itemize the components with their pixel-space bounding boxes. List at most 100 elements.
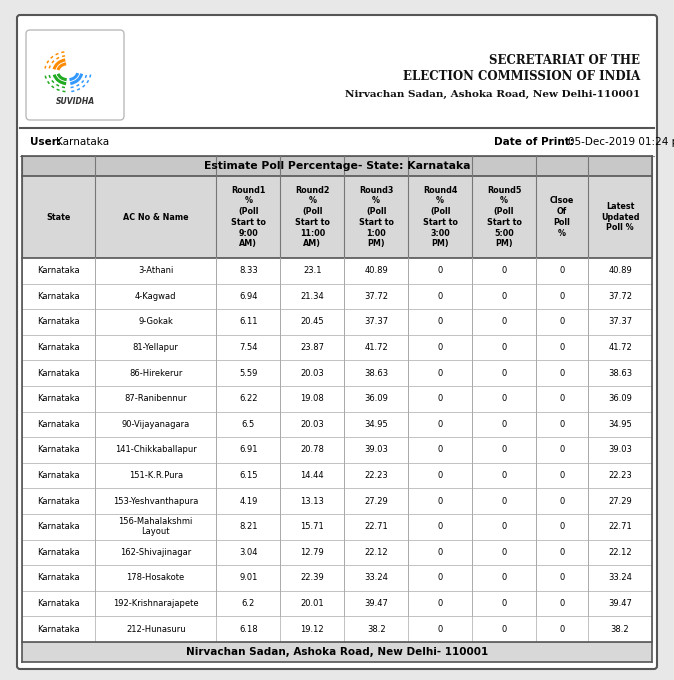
Text: 22.39: 22.39 xyxy=(301,573,324,583)
Text: 212-Hunasuru: 212-Hunasuru xyxy=(126,625,185,634)
Text: 0: 0 xyxy=(559,548,565,557)
Bar xyxy=(22,386,652,411)
Text: 0: 0 xyxy=(559,445,565,454)
Text: Karnataka: Karnataka xyxy=(37,369,80,377)
Text: Karnataka: Karnataka xyxy=(37,292,80,301)
Text: 0: 0 xyxy=(559,625,565,634)
Text: 23.87: 23.87 xyxy=(301,343,324,352)
Text: 0: 0 xyxy=(501,445,507,454)
Text: 0: 0 xyxy=(437,522,443,531)
Text: Karnataka: Karnataka xyxy=(37,394,80,403)
Text: Round5
%
(Poll
Start to
5:00
PM): Round5 % (Poll Start to 5:00 PM) xyxy=(487,186,522,248)
Text: 37.37: 37.37 xyxy=(608,318,632,326)
Text: 0: 0 xyxy=(559,267,565,275)
Text: User:: User: xyxy=(30,137,61,147)
Bar xyxy=(22,437,652,463)
Text: 0: 0 xyxy=(437,318,443,326)
Text: 22.71: 22.71 xyxy=(608,522,632,531)
Text: 37.72: 37.72 xyxy=(608,292,632,301)
Bar xyxy=(22,642,652,662)
Text: 0: 0 xyxy=(501,343,507,352)
Bar xyxy=(22,360,652,386)
Text: 6.11: 6.11 xyxy=(239,318,257,326)
Bar xyxy=(22,488,652,514)
Bar xyxy=(22,540,652,565)
Text: 22.23: 22.23 xyxy=(365,471,388,480)
Bar xyxy=(22,156,652,176)
Text: Karnataka: Karnataka xyxy=(37,471,80,480)
Text: 0: 0 xyxy=(501,318,507,326)
Text: 0: 0 xyxy=(559,369,565,377)
Text: 15.71: 15.71 xyxy=(301,522,324,531)
Text: 4.19: 4.19 xyxy=(239,496,257,506)
Text: 39.47: 39.47 xyxy=(365,599,388,608)
Text: 178-Hosakote: 178-Hosakote xyxy=(127,573,185,583)
Text: 22.71: 22.71 xyxy=(365,522,388,531)
Text: 39.47: 39.47 xyxy=(608,599,632,608)
Text: 19.12: 19.12 xyxy=(301,625,324,634)
Bar xyxy=(22,309,652,335)
Bar xyxy=(22,411,652,437)
Text: 20.45: 20.45 xyxy=(301,318,324,326)
Text: 19.08: 19.08 xyxy=(301,394,324,403)
Text: 4-Kagwad: 4-Kagwad xyxy=(135,292,177,301)
Text: 27.29: 27.29 xyxy=(608,496,632,506)
Text: 0: 0 xyxy=(501,625,507,634)
Text: Round2
%
(Poll
Start to
11:00
AM): Round2 % (Poll Start to 11:00 AM) xyxy=(295,186,330,248)
Text: 22.12: 22.12 xyxy=(608,548,632,557)
Text: Karnataka: Karnataka xyxy=(37,318,80,326)
Text: 7.54: 7.54 xyxy=(239,343,257,352)
Text: 0: 0 xyxy=(437,573,443,583)
Text: 0: 0 xyxy=(559,343,565,352)
Text: 0: 0 xyxy=(437,369,443,377)
Text: 6.18: 6.18 xyxy=(239,625,257,634)
Text: 5.59: 5.59 xyxy=(239,369,257,377)
Bar xyxy=(22,335,652,360)
Text: Latest
Updated
Poll %: Latest Updated Poll % xyxy=(601,202,640,233)
Text: 141-Chikkaballapur: 141-Chikkaballapur xyxy=(115,445,197,454)
Text: 151-K.R.Pura: 151-K.R.Pura xyxy=(129,471,183,480)
Text: 34.95: 34.95 xyxy=(365,420,388,429)
Bar xyxy=(22,591,652,616)
Text: Nirvachan Sadan, Ashoka Road, New Delhi-110001: Nirvachan Sadan, Ashoka Road, New Delhi-… xyxy=(344,90,640,99)
Text: 9-Gokak: 9-Gokak xyxy=(138,318,173,326)
Text: 40.89: 40.89 xyxy=(608,267,632,275)
Text: 9.01: 9.01 xyxy=(239,573,257,583)
Text: 38.63: 38.63 xyxy=(608,369,632,377)
Text: 34.95: 34.95 xyxy=(608,420,632,429)
Text: 37.37: 37.37 xyxy=(364,318,388,326)
Text: 6.91: 6.91 xyxy=(239,445,257,454)
Text: 21.34: 21.34 xyxy=(301,292,324,301)
Text: 38.63: 38.63 xyxy=(364,369,388,377)
Bar xyxy=(22,284,652,309)
Text: 0: 0 xyxy=(501,369,507,377)
Text: 0: 0 xyxy=(437,394,443,403)
Text: Karnataka: Karnataka xyxy=(37,420,80,429)
Text: 6.2: 6.2 xyxy=(242,599,255,608)
Text: SUVIDHA: SUVIDHA xyxy=(56,97,95,107)
Text: 36.09: 36.09 xyxy=(608,394,632,403)
Text: 0: 0 xyxy=(501,471,507,480)
Text: 20.03: 20.03 xyxy=(301,369,324,377)
Text: SECRETARIAT OF THE: SECRETARIAT OF THE xyxy=(489,54,640,67)
Text: 0: 0 xyxy=(501,573,507,583)
Text: State: State xyxy=(47,212,71,222)
Text: 14.44: 14.44 xyxy=(301,471,324,480)
Text: 0: 0 xyxy=(501,599,507,608)
Text: 3.04: 3.04 xyxy=(239,548,257,557)
Text: 40.89: 40.89 xyxy=(365,267,388,275)
Text: 38.2: 38.2 xyxy=(611,625,630,634)
Text: 36.09: 36.09 xyxy=(365,394,388,403)
Text: 0: 0 xyxy=(437,420,443,429)
Bar xyxy=(22,176,652,258)
Text: 0: 0 xyxy=(559,599,565,608)
Text: 0: 0 xyxy=(437,267,443,275)
Text: 38.2: 38.2 xyxy=(367,625,386,634)
Text: ELECTION COMMISSION OF INDIA: ELECTION COMMISSION OF INDIA xyxy=(403,71,640,84)
Text: Karnataka: Karnataka xyxy=(37,343,80,352)
Text: 0: 0 xyxy=(437,496,443,506)
Text: 0: 0 xyxy=(559,471,565,480)
Text: 12.79: 12.79 xyxy=(301,548,324,557)
Text: 8.33: 8.33 xyxy=(239,267,258,275)
Text: 0: 0 xyxy=(437,599,443,608)
